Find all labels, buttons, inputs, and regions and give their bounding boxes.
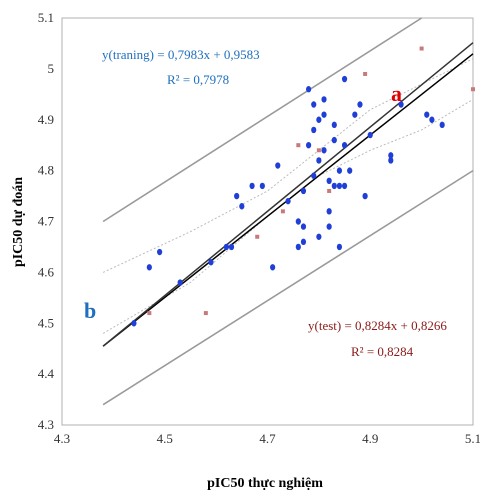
training-points: [131, 75, 445, 327]
test-point: [363, 71, 368, 76]
prediction-bounds: [102, 17, 474, 406]
training-point: [228, 243, 235, 251]
training-point: [285, 197, 291, 205]
y-tick-label: 5.1: [38, 10, 54, 25]
training-point: [157, 248, 163, 256]
training-point: [311, 101, 317, 108]
test-point: [203, 311, 208, 316]
training-point: [249, 182, 255, 190]
y-tick-label: 4.8: [38, 163, 54, 178]
label-b: b: [84, 298, 96, 323]
x-tick-label: 4.9: [362, 431, 378, 446]
x-tick-label: 4.5: [157, 431, 173, 446]
training-point: [316, 233, 322, 240]
training-point: [388, 157, 394, 164]
training-point: [367, 131, 373, 139]
training-point: [341, 75, 348, 83]
training-point: [316, 157, 322, 164]
y-tick-label: 4.6: [38, 264, 55, 279]
training-point: [352, 111, 358, 118]
confidence-band: [102, 58, 474, 334]
training-point: [311, 126, 317, 134]
y-tick-labels: 4.3 4.4 4.5 4.6 4.7 4.8 4.9 5 5.1: [38, 10, 55, 432]
training-point: [177, 279, 183, 286]
x-axis-title: pIC50 thực nghiệm: [207, 476, 323, 491]
test-point: [280, 209, 285, 214]
training-equation: y(traning) = 0,7983x + 0,9583: [102, 47, 260, 62]
test-fit-line: [102, 42, 474, 347]
training-point: [259, 182, 265, 190]
training-point: [306, 141, 312, 149]
training-point: [321, 111, 327, 118]
plot-area-frame: [61, 17, 474, 426]
training-point: [424, 111, 430, 118]
training-point: [326, 208, 332, 215]
training-point: [331, 182, 337, 190]
training-point: [357, 101, 363, 108]
training-point: [270, 264, 276, 271]
training-point: [295, 218, 301, 225]
training-point: [239, 203, 245, 210]
test-point: [255, 234, 260, 239]
y-axis-title: pIC50 dự đoán: [11, 177, 26, 267]
training-point: [311, 172, 317, 179]
training-point: [362, 192, 368, 200]
training-point: [131, 320, 137, 327]
training-point: [336, 243, 343, 251]
training-point: [146, 264, 152, 271]
test-point: [419, 46, 424, 51]
regression-lines: [102, 42, 474, 347]
y-tick-label: 5: [48, 61, 55, 76]
training-point: [275, 162, 281, 169]
x-tick-label: 5.1: [465, 431, 480, 446]
training-point: [306, 86, 312, 93]
training-point: [336, 167, 343, 174]
training-point: [439, 121, 445, 129]
y-tick-label: 4.3: [38, 417, 54, 432]
y-tick-label: 4.9: [38, 112, 54, 127]
test-point: [296, 143, 301, 148]
y-tick-label: 4.4: [38, 366, 55, 381]
test-point: [147, 311, 152, 316]
training-point: [326, 177, 332, 184]
training-point: [429, 116, 435, 123]
confidence-band-upper: [102, 58, 474, 273]
y-tick-label: 4.5: [38, 315, 54, 330]
x-tick-labels: 4.3 4.5 4.7 4.9 5.1: [54, 431, 480, 446]
training-point: [295, 243, 301, 251]
training-point: [234, 192, 240, 200]
training-point: [398, 101, 404, 108]
training-point: [341, 141, 348, 149]
training-point: [326, 223, 332, 230]
test-point: [327, 188, 332, 193]
test-point: [471, 87, 475, 92]
training-point: [341, 182, 348, 190]
training-point: [331, 136, 337, 144]
training-point: [300, 187, 307, 195]
training-point: [208, 259, 214, 266]
x-tick-label: 4.3: [54, 431, 70, 446]
training-r2: R² = 0,7978: [167, 72, 229, 87]
training-point: [331, 121, 337, 129]
training-point: [300, 223, 307, 230]
training-point: [347, 167, 353, 174]
training-point: [336, 182, 343, 190]
y-tick-label: 4.7: [38, 214, 55, 229]
confidence-band-lower: [102, 98, 474, 334]
training-point: [316, 116, 322, 123]
training-point: [321, 96, 327, 103]
training-point: [223, 243, 229, 251]
test-point: [316, 148, 321, 153]
test-equation: y(test) = 0,8284x + 0,8266: [308, 318, 447, 333]
prediction-bound-lower: [102, 169, 474, 406]
x-tick-label: 4.7: [259, 431, 276, 446]
training-point: [300, 238, 307, 246]
prediction-bound-upper: [102, 17, 423, 223]
label-a: a: [391, 81, 402, 106]
training-point: [321, 147, 327, 154]
training-point: [388, 152, 394, 159]
test-r2: R² = 0,8284: [351, 344, 414, 359]
